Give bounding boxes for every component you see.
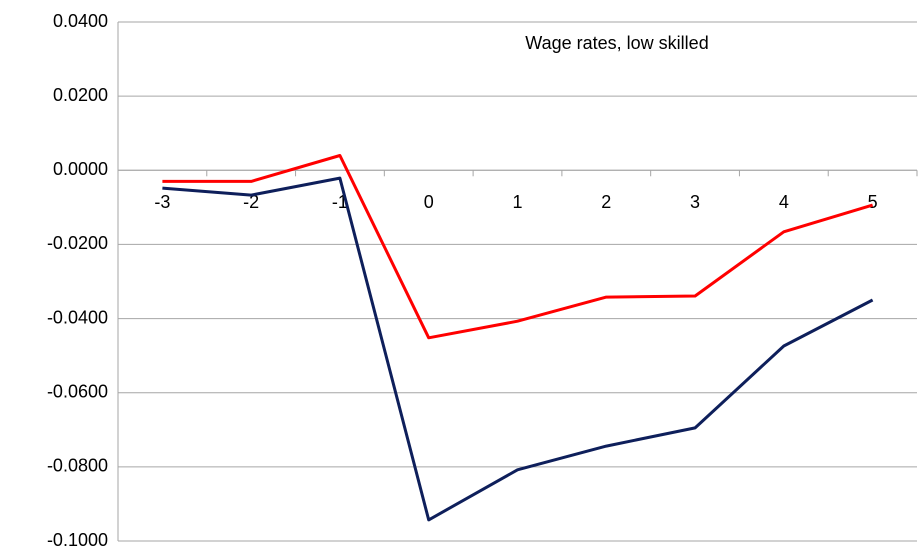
x-tick-label: 5 <box>868 192 878 212</box>
y-tick-label: -0.0600 <box>47 381 108 401</box>
x-tick-label: 1 <box>512 192 522 212</box>
x-tick-label: -2 <box>243 192 259 212</box>
chart-title: Wage rates, low skilled <box>525 33 708 53</box>
series-line <box>162 176 874 522</box>
y-tick-label: -0.1000 <box>47 530 108 550</box>
y-tick-label: 0.0400 <box>53 11 108 31</box>
y-tick-label: -0.0200 <box>47 233 108 253</box>
x-tick-label: 4 <box>779 192 789 212</box>
x-tick-label: 3 <box>690 192 700 212</box>
x-tick-label: -3 <box>154 192 170 212</box>
y-tick-label: -0.0800 <box>47 456 108 476</box>
x-tick-label: 2 <box>601 192 611 212</box>
y-tick-label: 0.0200 <box>53 85 108 105</box>
y-tick-label: -0.0400 <box>47 307 108 327</box>
x-tick-label: 0 <box>424 192 434 212</box>
series-line <box>162 154 874 340</box>
y-tick-label: 0.0000 <box>53 159 108 179</box>
